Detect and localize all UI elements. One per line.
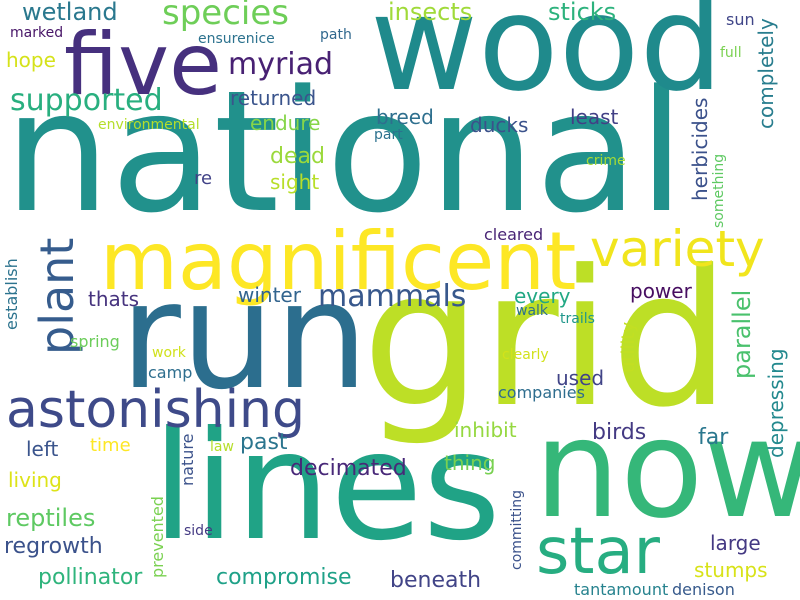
word-parallel: parallel xyxy=(728,289,756,379)
word-run: run xyxy=(120,250,369,422)
word-establish: establish xyxy=(2,258,21,330)
word-regrowth: regrowth xyxy=(4,534,103,559)
word-inhibit: inhibit xyxy=(454,418,517,442)
word-grid: grid xyxy=(362,230,731,449)
word-hope: hope xyxy=(6,48,56,72)
word-far: far xyxy=(698,425,729,450)
word-lines: lines xyxy=(152,400,501,574)
word-insects: insects xyxy=(388,0,473,26)
word-every: every xyxy=(514,284,571,308)
word-national: national xyxy=(4,54,685,250)
word-prevented: prevented xyxy=(148,496,167,578)
word-cleared: cleared xyxy=(484,225,544,244)
word-left: left xyxy=(26,437,59,461)
word-law: law xyxy=(210,439,234,455)
word-returned: returned xyxy=(230,86,317,110)
word-work: work xyxy=(152,345,186,361)
word-path: path xyxy=(320,27,352,43)
word-time: time xyxy=(90,435,131,456)
word-marked: marked xyxy=(10,25,64,41)
word-breed: breed xyxy=(376,105,434,129)
word-sight: sight xyxy=(270,170,320,194)
word-trails: trails xyxy=(560,311,595,327)
word-utility: utility xyxy=(618,321,639,373)
word-variety: variety xyxy=(590,220,765,278)
word-depressing: depressing xyxy=(764,348,788,458)
word-star: star xyxy=(536,515,660,589)
word-compromise: compromise xyxy=(216,565,352,590)
word-used: used xyxy=(556,366,605,390)
word-species: species xyxy=(162,0,289,33)
word-companies: companies xyxy=(498,383,585,402)
word-sun: sun xyxy=(726,10,755,29)
word-supported: supported xyxy=(10,83,163,118)
word-thats: thats xyxy=(88,287,140,311)
word-mammals: mammals xyxy=(318,279,467,314)
word-re: re xyxy=(194,168,213,189)
word-living: living xyxy=(8,468,62,492)
word-full: full xyxy=(720,45,742,61)
word-clearly: clearly xyxy=(502,347,549,363)
word-large: large xyxy=(710,531,761,555)
word-side: side xyxy=(184,523,213,539)
word-denison: denison xyxy=(672,580,735,599)
word-pollinator: pollinator xyxy=(38,565,143,590)
word-something: something xyxy=(711,153,727,228)
word-astonishing: astonishing xyxy=(6,380,306,440)
word-power: power xyxy=(630,279,692,303)
word-ducks: ducks xyxy=(470,113,529,137)
word-part: part xyxy=(374,127,403,143)
word-sticks: sticks xyxy=(548,0,617,26)
word-nature: nature xyxy=(178,433,197,486)
word-walk: walk xyxy=(516,303,549,319)
word-stumps: stumps xyxy=(694,558,768,582)
word-reptiles: reptiles xyxy=(6,504,96,532)
word-herbicides: herbicides xyxy=(688,97,712,201)
word-wood: wood xyxy=(370,0,724,121)
word-completely: completely xyxy=(754,18,778,129)
word-beneath: beneath xyxy=(390,568,482,593)
word-thing: thing xyxy=(444,451,496,475)
word-winter: winter xyxy=(238,283,301,307)
word-decimated: decimated xyxy=(290,456,407,481)
word-committing: committing xyxy=(509,489,525,570)
word-endure: endure xyxy=(250,111,321,135)
word-least: least xyxy=(570,105,619,129)
word-dead: dead xyxy=(270,144,325,169)
word-tantamount: tantamount xyxy=(574,580,669,599)
word-past: past xyxy=(240,430,288,455)
word-crime: crime xyxy=(586,153,626,169)
word-ensurenice: ensurenice xyxy=(198,31,275,47)
word-birds: birds xyxy=(592,420,647,445)
word-environmental: environmental xyxy=(98,117,200,133)
word-wetland: wetland xyxy=(22,0,118,26)
word-myriad: myriad xyxy=(228,47,334,82)
word-five: five xyxy=(64,15,222,115)
word-now: now xyxy=(534,391,800,549)
word-camp: camp xyxy=(148,363,193,382)
word-magnificent: magnificent xyxy=(100,215,577,308)
word-spring: spring xyxy=(70,332,120,351)
